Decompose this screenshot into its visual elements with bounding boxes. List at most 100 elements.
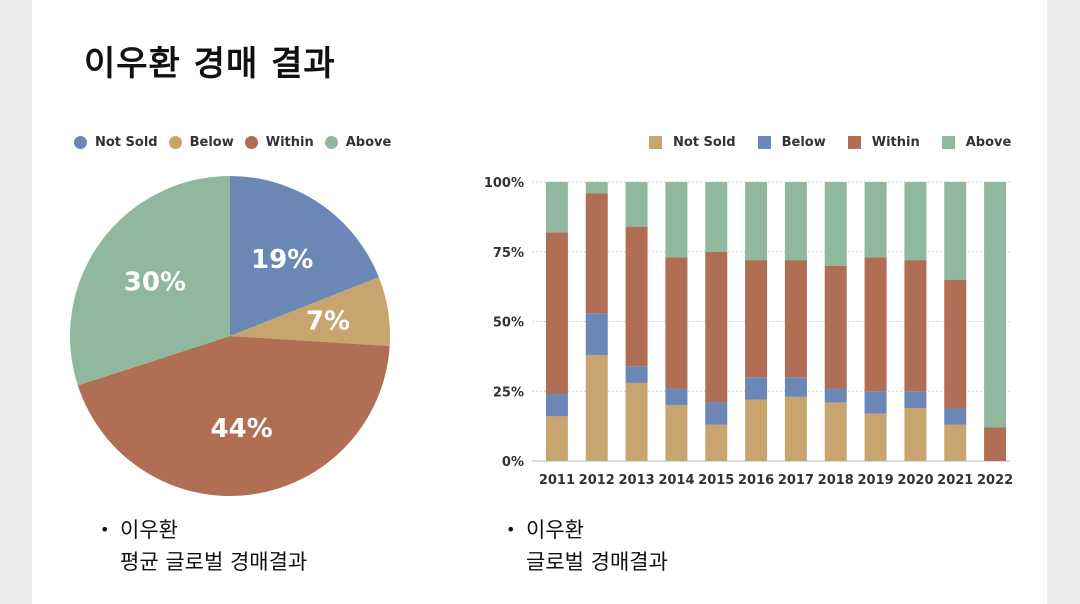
legend-swatch — [244, 136, 258, 149]
note-right-line1: 이우환 — [526, 518, 584, 542]
note-right-line2: 글로벌 경매결과 — [526, 550, 668, 574]
legend-swatch — [757, 136, 771, 149]
bar-segment-below — [784, 377, 807, 397]
x-tick-label: 2017 — [778, 473, 814, 488]
bar-segment-within — [984, 427, 1007, 461]
pie-legend: Not Sold Below Within Above — [74, 135, 402, 150]
x-tick-label: 2012 — [579, 473, 615, 488]
bar-segment-below — [705, 402, 728, 425]
x-tick-label: 2013 — [618, 473, 654, 488]
bar-segment-below — [944, 407, 967, 425]
bar-segment-not-sold — [585, 354, 608, 461]
bar-segment-below — [665, 388, 688, 406]
bar-legend-item-within: Within — [847, 135, 920, 150]
pie-data-label: 44% — [211, 414, 273, 444]
pie-data-label: 7% — [306, 306, 350, 336]
y-tick-label: 0% — [502, 455, 524, 470]
bar-segment-within — [705, 251, 728, 403]
note-left-line1: 이우환 — [120, 518, 178, 542]
x-tick-label: 2011 — [539, 473, 575, 488]
pie-legend-item-within: Within — [244, 135, 314, 150]
bar-segment-not-sold — [904, 407, 927, 461]
x-tick-label: 2022 — [977, 473, 1013, 488]
bar-segment-below — [625, 366, 648, 383]
page-title: 이우환 경매 결과 — [84, 44, 336, 84]
pie-legend-item-above: Above — [324, 135, 391, 150]
bar-segment-within — [745, 260, 768, 378]
x-tick-label: 2020 — [897, 473, 933, 488]
x-tick-label: 2016 — [738, 473, 774, 488]
y-tick-label: 100% — [484, 176, 524, 191]
legend-swatch — [649, 136, 662, 149]
bar-segment-above — [824, 182, 847, 266]
legend-swatch — [168, 136, 182, 149]
pie-legend-item-below: Below — [168, 135, 234, 150]
bar-segment-above — [745, 182, 768, 261]
bar-segment-below — [585, 313, 608, 355]
bar-segment-above — [984, 182, 1007, 428]
x-tick-label: 2019 — [857, 473, 893, 488]
bar-segment-below — [824, 388, 847, 403]
y-tick-label: 25% — [493, 385, 524, 400]
stacked-bar-chart: 0% 25% 50% 75% 100% 2011 2012 2013 2014 2015 2016 2… — [484, 176, 1013, 488]
bar-segment-below — [904, 391, 927, 408]
bar-segment-above — [864, 182, 887, 258]
x-tick-label: 2021 — [937, 473, 973, 488]
bar-segment-above — [625, 182, 648, 227]
pie-slice-above — [69, 176, 230, 386]
bullet-marker: • — [506, 520, 516, 539]
bar-segment-above — [665, 182, 688, 258]
bar-legend-item-below: Below — [757, 135, 826, 150]
pie-data-label: 19% — [251, 245, 313, 275]
bar-segment-within — [665, 257, 688, 389]
y-tick-label: 50% — [493, 316, 524, 331]
note-left: • 이우환 평균 글로벌 경매결과 — [100, 514, 308, 578]
bar-segment-above — [705, 182, 728, 252]
x-tick-label: 2014 — [658, 473, 694, 488]
bar-segment-above — [585, 182, 608, 194]
bar-segment-within — [625, 226, 648, 367]
bar-legend-item-above: Above — [941, 135, 1011, 150]
bar-segment-below — [745, 377, 768, 400]
bar-segment-not-sold — [824, 402, 847, 461]
bar-segment-not-sold — [944, 424, 967, 461]
bar-segment-above — [784, 182, 807, 261]
pie-slice-below — [230, 277, 390, 347]
legend-swatch — [847, 136, 861, 149]
bar-segment-within — [545, 232, 568, 395]
slide: 이우환 경매 결과 Not Sold Below Within Above 19… — [32, 0, 1047, 604]
x-tick-label: 2018 — [818, 473, 854, 488]
bar-segment-not-sold — [864, 413, 887, 461]
bar-segment-not-sold — [545, 416, 568, 461]
bullet-marker: • — [100, 520, 110, 539]
pie-chart: 19% 7% 44% 30% — [69, 176, 390, 496]
pie-legend-item-not-sold: Not Sold — [74, 135, 158, 150]
bar-segment-below — [864, 391, 887, 414]
bar-segment-within — [784, 260, 807, 378]
x-tick-label: 2015 — [698, 473, 734, 488]
y-tick-label: 75% — [493, 246, 524, 261]
bar-segment-above — [944, 182, 967, 280]
pie-data-label: 30% — [124, 267, 186, 297]
bar-segment-below — [545, 394, 568, 417]
note-right: • 이우환 글로벌 경매결과 — [506, 514, 668, 578]
pie-slice-within — [77, 336, 390, 496]
bar-segment-above — [904, 182, 927, 261]
bar-segment-not-sold — [745, 399, 768, 461]
legend-swatch — [324, 136, 338, 149]
bar-legend-item-not-sold: Not Sold — [649, 135, 736, 150]
note-left-line2: 평균 글로벌 경매결과 — [120, 550, 308, 574]
bar-segment-within — [944, 279, 967, 408]
bar-segment-within — [824, 265, 847, 389]
bar-segment-not-sold — [705, 424, 728, 461]
bar-segment-not-sold — [625, 382, 648, 461]
bar-segment-not-sold — [665, 405, 688, 461]
bar-segment-above — [545, 182, 568, 233]
bar-segment-within — [864, 257, 887, 392]
bar-segment-within — [585, 193, 608, 314]
bar-legend: Not Sold Below Within Above — [649, 135, 1033, 150]
pie-slice-not-sold — [230, 176, 379, 336]
legend-swatch — [74, 136, 87, 149]
bar-segment-within — [904, 260, 927, 392]
legend-swatch — [941, 136, 955, 149]
